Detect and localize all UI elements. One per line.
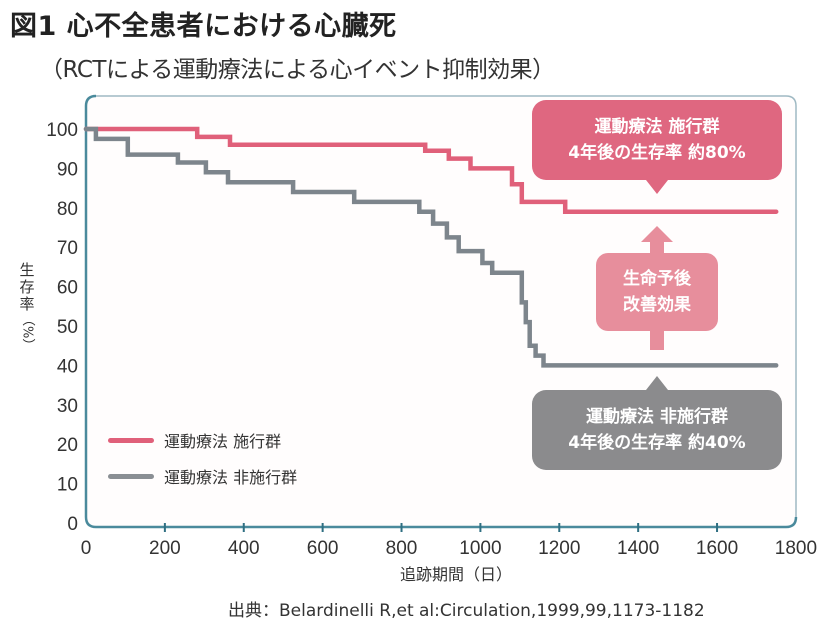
legend-label-control: 運動療法 非施行群 [164, 468, 298, 487]
callout-treatment: 運動療法 施行群 4年後の生存率 約80% [532, 100, 782, 194]
up-arrow-icon [641, 226, 673, 242]
y-tick-label: 10 [57, 475, 78, 496]
y-tick-label: 50 [57, 317, 78, 338]
y-label-char: 生 [19, 261, 35, 279]
x-tick-label: 1600 [696, 538, 738, 559]
x-tick-label: 200 [149, 538, 181, 559]
x-tick-label: 1200 [538, 538, 580, 559]
callout-effect-line2: 改善効果 [623, 295, 691, 315]
y-tick-label: 90 [57, 159, 78, 180]
x-tick-label: 1000 [459, 538, 501, 559]
y-tick-label: 100 [46, 120, 78, 141]
plot-corner [84, 94, 97, 107]
callout-control: 運動療法 非施行群 4年後の生存率 約40% [532, 376, 782, 470]
y-tick-label: 40 [57, 356, 78, 377]
x-axis-ticks: 0 200 400 600 800 1000 1200 1400 1600 1800 [81, 523, 817, 559]
callout-control-line2: 4年後の生存率 約40% [568, 433, 746, 453]
series-line-treatment [83, 126, 779, 214]
callout-effect-line1: 生命予後 [623, 269, 691, 289]
callout-treatment-line1: 運動療法 施行群 [594, 117, 720, 137]
legend-label-treatment: 運動療法 施行群 [164, 432, 282, 451]
callout-control-line1: 運動療法 非施行群 [586, 407, 728, 427]
x-tick-label: 400 [228, 538, 260, 559]
y-label-char: 率 [19, 295, 35, 313]
plot-border [96, 95, 797, 517]
y-axis-label: 生 存 率 （%） [17, 261, 37, 352]
callout-treatment-line2: 4年後の生存率 約80% [568, 143, 746, 163]
legend-swatch-treatment [108, 437, 154, 443]
callout-effect: 生命予後 改善効果 [596, 253, 718, 331]
y-tick-label: 70 [57, 238, 78, 259]
y-tick-label: 0 [67, 514, 78, 535]
y-tick-label: 20 [57, 435, 78, 456]
x-tick-label: 1800 [775, 538, 817, 559]
y-label-char: （%） [19, 313, 35, 352]
legend-item-treatment: 運動療法 施行群 [108, 422, 297, 458]
axis-line [84, 106, 798, 529]
x-tick-label: 800 [386, 538, 418, 559]
figure-title: 図1 心不全患者における心臓死 [10, 11, 397, 42]
legend-item-control: 運動療法 非施行群 [108, 458, 297, 494]
y-tick-label: 30 [57, 396, 78, 417]
x-tick-label: 0 [81, 538, 92, 559]
x-tick-label: 600 [307, 538, 339, 559]
x-tick-label: 1400 [617, 538, 659, 559]
figure-subtitle: （RCTによる運動療法による心イベント抑制効果） [40, 57, 555, 83]
y-tick-label: 60 [57, 278, 78, 299]
y-label-char: 存 [19, 278, 35, 296]
source-citation: 出典：Belardinelli R,et al:Circulation,1999… [228, 601, 705, 621]
legend-swatch-control [108, 473, 154, 479]
y-axis-ticks: 0 10 20 30 40 50 60 70 80 90 100 [46, 120, 78, 535]
legend: 運動療法 施行群 運動療法 非施行群 [108, 422, 297, 494]
y-tick-label: 80 [57, 199, 78, 220]
series-lines [83, 126, 779, 368]
series-line-control [83, 126, 779, 368]
x-axis-label: 追跡期間（日） [400, 565, 513, 584]
